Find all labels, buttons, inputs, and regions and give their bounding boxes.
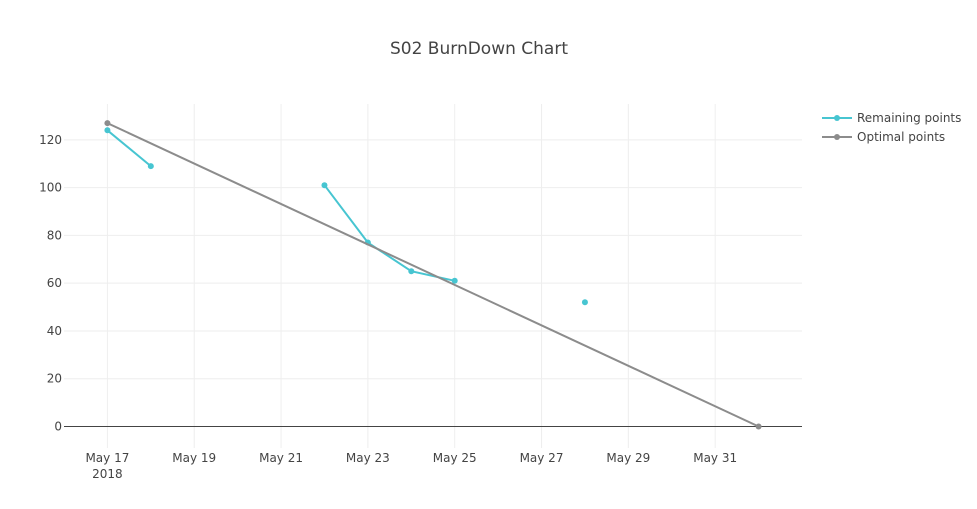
legend[interactable]: Remaining points Optimal points xyxy=(822,111,961,144)
y-tick-label: 0 xyxy=(54,420,62,434)
legend-marker xyxy=(834,115,840,121)
x-tick-sublabel: 2018 xyxy=(92,467,123,481)
data-point xyxy=(408,268,415,275)
x-tick-label: May 31 xyxy=(693,451,737,465)
legend-label: Optimal points xyxy=(857,130,945,144)
series-line xyxy=(106,122,760,428)
grid-layer xyxy=(64,104,802,448)
y-tick-label: 60 xyxy=(47,276,62,290)
chart-title: S02 BurnDown Chart xyxy=(390,39,568,59)
series-remaining-points xyxy=(104,127,588,306)
series-layer xyxy=(104,120,762,430)
data-point xyxy=(104,120,111,127)
x-tick-label: May 21 xyxy=(259,451,303,465)
series-line xyxy=(323,184,455,282)
series-optimal-points xyxy=(104,120,762,430)
data-point xyxy=(104,127,111,134)
legend-item[interactable]: Optimal points xyxy=(822,130,945,144)
y-tick-label: 20 xyxy=(47,372,62,386)
legend-label: Remaining points xyxy=(857,111,961,125)
data-point xyxy=(321,182,328,189)
legend-item[interactable]: Remaining points xyxy=(822,111,961,125)
legend-marker xyxy=(834,134,840,140)
axis-layer: May 17 2018 May 19 May 21 May 23 May 25 May 27… xyxy=(39,133,737,481)
x-tick-label: May 23 xyxy=(346,451,390,465)
y-tick-label: 100 xyxy=(39,181,62,195)
y-tick-label: 80 xyxy=(47,228,62,242)
data-point xyxy=(755,423,762,430)
y-tick-label: 40 xyxy=(47,324,62,338)
x-tick-label: May 17 xyxy=(85,451,129,465)
data-point xyxy=(451,277,458,284)
data-point xyxy=(581,299,588,306)
data-point xyxy=(147,163,154,170)
y-tick-label: 120 xyxy=(39,133,62,147)
x-tick-label: May 19 xyxy=(172,451,216,465)
series-line xyxy=(106,129,152,167)
x-tick-label: May 29 xyxy=(606,451,650,465)
x-tick-label: May 27 xyxy=(520,451,564,465)
x-tick-label: May 25 xyxy=(433,451,477,465)
